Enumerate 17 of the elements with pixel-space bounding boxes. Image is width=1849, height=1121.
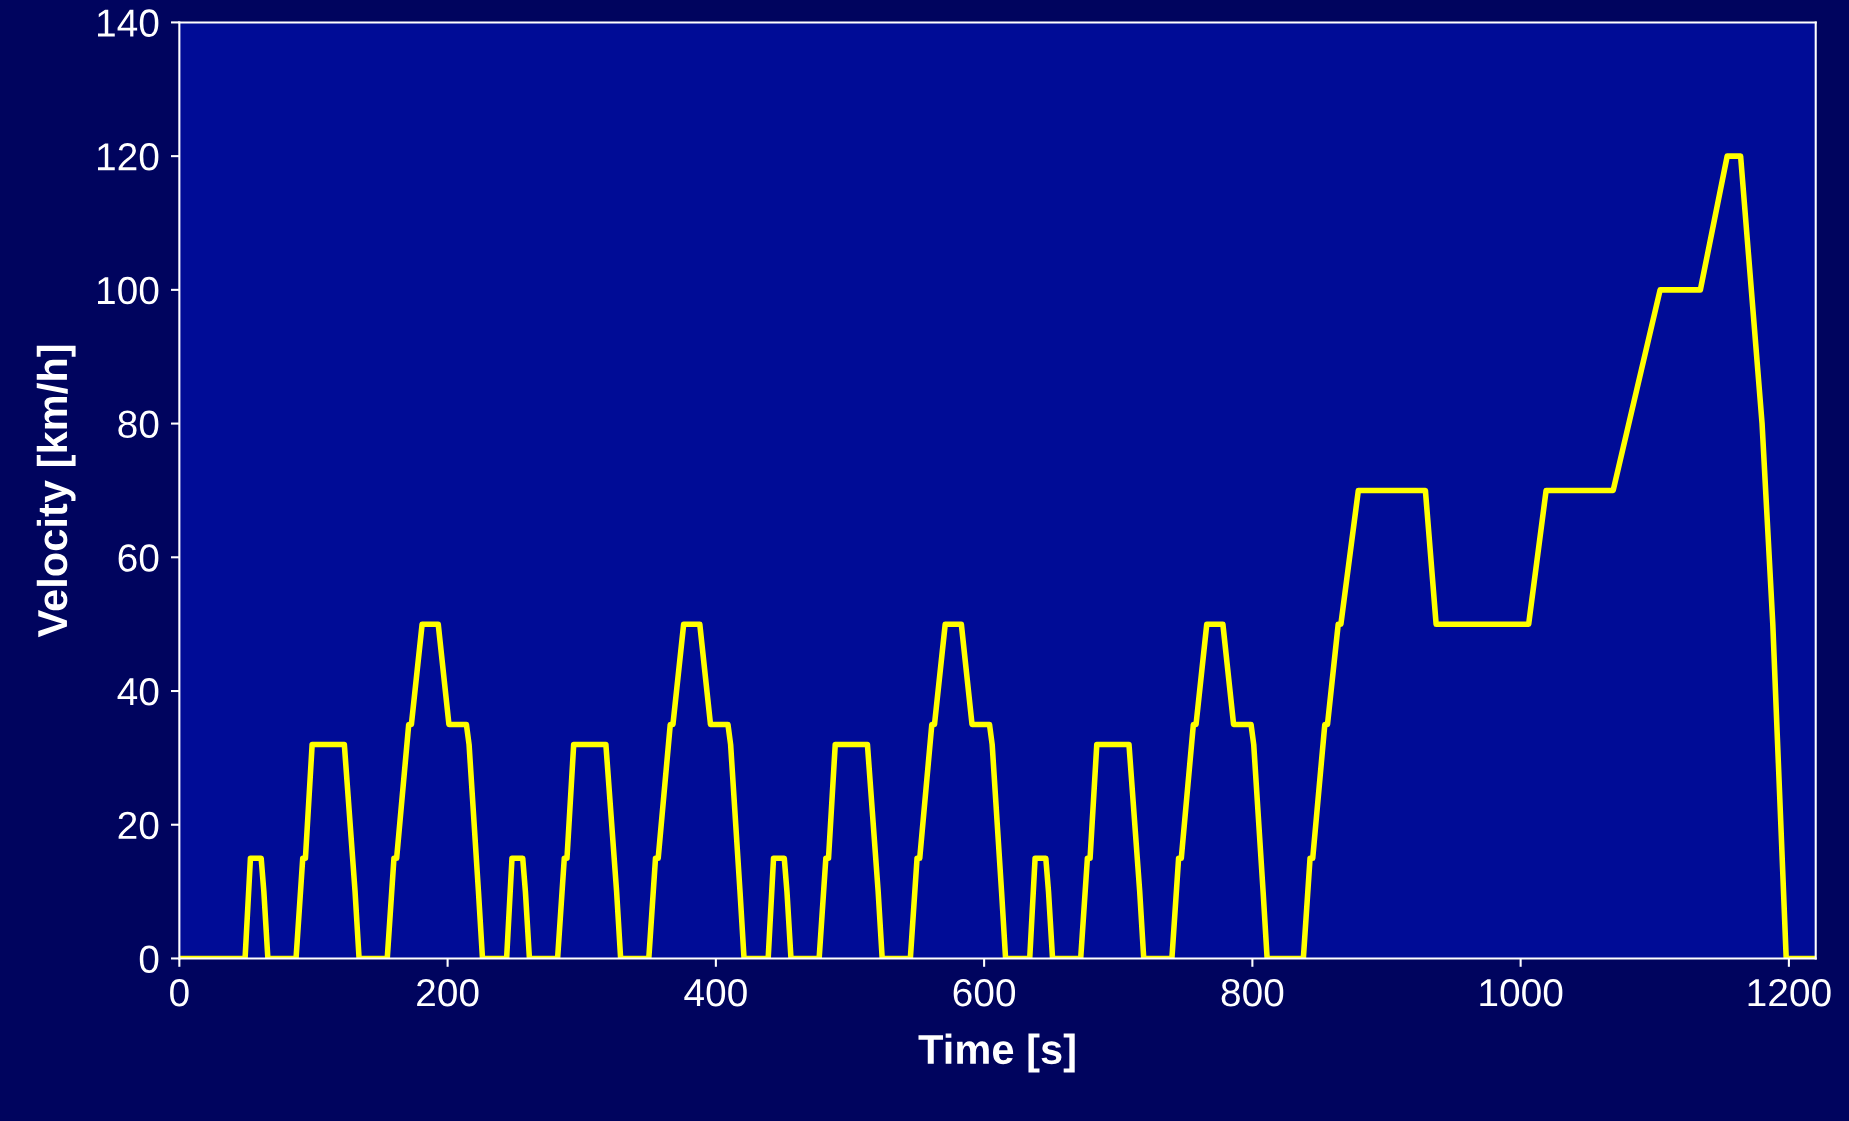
y-tick-label: 100 — [98, 276, 159, 305]
x-tick-label: 200 — [417, 978, 479, 1007]
y-tick-label: 140 — [98, 9, 159, 37]
x-tick-label: 400 — [684, 978, 747, 1007]
y-axis-title: Velocity [km/h] — [36, 345, 76, 638]
x-tick-label: 0 — [170, 978, 189, 1007]
x-tick-label: 600 — [953, 978, 1016, 1007]
x-tick-label: 1200 — [1748, 978, 1831, 1007]
y-tick-label: 0 — [139, 945, 159, 973]
y-tick-label: 80 — [118, 410, 159, 439]
y-tick-label: 60 — [118, 544, 159, 572]
x-tick-label: 800 — [1221, 978, 1284, 1007]
x-axis-title: Time [s] — [918, 1033, 1075, 1073]
y-tick-label: 40 — [117, 677, 159, 706]
y-tick-label: 20 — [118, 811, 159, 840]
x-tick-label: 1000 — [1480, 978, 1563, 1007]
y-tick-label: 120 — [98, 143, 159, 171]
